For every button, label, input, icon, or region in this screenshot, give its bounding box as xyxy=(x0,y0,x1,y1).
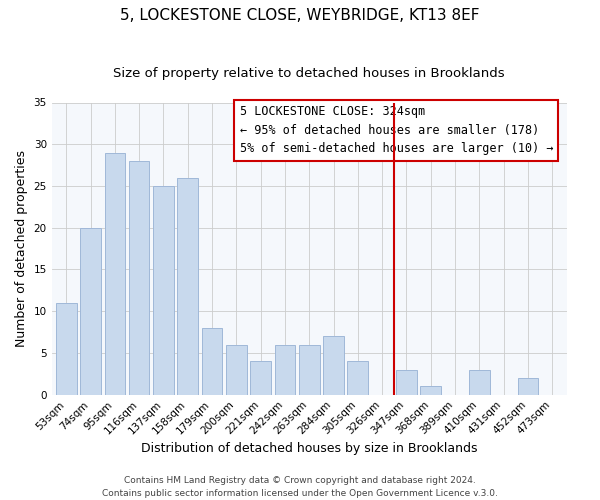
Title: Size of property relative to detached houses in Brooklands: Size of property relative to detached ho… xyxy=(113,68,505,80)
Bar xyxy=(153,186,174,394)
Bar xyxy=(396,370,417,394)
Bar xyxy=(129,161,149,394)
Bar xyxy=(299,344,320,395)
Bar xyxy=(202,328,223,394)
Bar xyxy=(469,370,490,394)
Bar xyxy=(104,152,125,394)
Bar xyxy=(56,303,77,394)
Bar xyxy=(421,386,441,394)
Bar xyxy=(250,362,271,394)
Bar xyxy=(226,344,247,395)
Bar xyxy=(178,178,198,394)
Bar xyxy=(518,378,538,394)
Bar xyxy=(275,344,295,395)
Bar xyxy=(323,336,344,394)
Text: 5 LOCKESTONE CLOSE: 324sqm
← 95% of detached houses are smaller (178)
5% of semi: 5 LOCKESTONE CLOSE: 324sqm ← 95% of deta… xyxy=(239,106,553,156)
Bar xyxy=(80,228,101,394)
Text: 5, LOCKESTONE CLOSE, WEYBRIDGE, KT13 8EF: 5, LOCKESTONE CLOSE, WEYBRIDGE, KT13 8EF xyxy=(120,8,480,22)
Y-axis label: Number of detached properties: Number of detached properties xyxy=(15,150,28,347)
Text: Contains HM Land Registry data © Crown copyright and database right 2024.
Contai: Contains HM Land Registry data © Crown c… xyxy=(102,476,498,498)
X-axis label: Distribution of detached houses by size in Brooklands: Distribution of detached houses by size … xyxy=(141,442,478,455)
Bar xyxy=(347,362,368,394)
